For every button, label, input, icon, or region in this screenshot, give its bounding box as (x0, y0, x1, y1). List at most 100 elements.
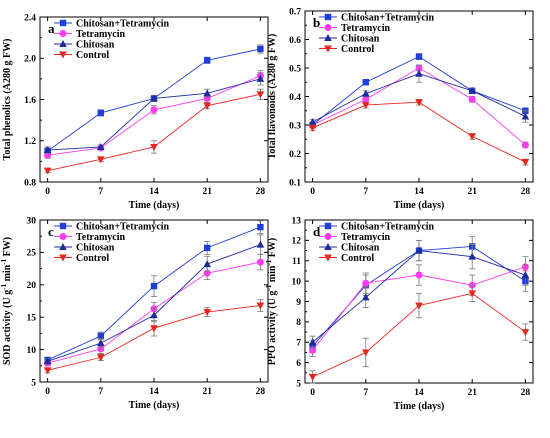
legend-label: Chitosan+Tetramycin (341, 222, 435, 233)
y-tick-label: 1.6 (24, 96, 36, 106)
y-tick-label: 20 (27, 281, 37, 291)
x-tick-label: 21 (467, 388, 477, 398)
y-tick-label: 0.2 (289, 150, 301, 160)
plot-frame (39, 219, 269, 383)
y-axis-title: PPO activity (U g-1 min-1 FW) (265, 238, 278, 366)
y-tick-label: 0.8 (24, 178, 36, 188)
panel-letter: d (313, 224, 321, 239)
legend-label: Tetramycin (341, 232, 391, 243)
legend-label: Control (76, 50, 109, 61)
data-point (362, 293, 370, 301)
legend-label: Tetramycin (341, 23, 391, 34)
data-point (362, 102, 370, 110)
y-tick-label: 0.3 (289, 121, 301, 131)
data-point (415, 302, 423, 310)
panel-letter: b (313, 15, 320, 30)
y-tick-label: 13 (292, 216, 302, 226)
y-tick-label: 11 (292, 257, 301, 267)
data-point (308, 373, 317, 381)
legend-marker (324, 254, 332, 262)
legend: Chitosan+TetramycinTetramycinChitosanCon… (319, 13, 435, 55)
series-chitosan (308, 64, 530, 126)
y-axis-title-part: FW) (267, 238, 278, 260)
x-tick-label: 28 (521, 187, 531, 197)
y-tick-label: 2.0 (24, 55, 36, 65)
data-point (362, 89, 370, 97)
x-tick-label: 28 (256, 187, 266, 197)
legend-marker (59, 19, 67, 27)
series-control (308, 98, 530, 167)
data-point (203, 269, 211, 277)
y-axis-title-superscript: -1 (0, 258, 8, 264)
legend-marker (324, 24, 332, 31)
y-tick-label: 6 (296, 359, 301, 369)
legend-marker (59, 51, 67, 59)
data-point (521, 159, 530, 167)
data-point (97, 156, 105, 164)
y-tick-label: 8 (296, 318, 301, 328)
y-tick-label: 9 (296, 298, 301, 308)
y-tick-label: 0.7 (289, 7, 301, 17)
y-axis-title-part: SOD activity (U g (2, 290, 13, 365)
data-point (43, 167, 52, 175)
data-point (362, 279, 370, 287)
legend-marker (324, 222, 332, 230)
data-point (150, 325, 158, 333)
data-point (150, 94, 158, 102)
data-point (468, 252, 476, 260)
x-axis-title: Time (days) (394, 200, 445, 211)
y-tick-label: 0.4 (289, 93, 301, 103)
x-tick-label: 7 (98, 187, 103, 197)
data-point (97, 142, 105, 150)
x-tick-label: 14 (149, 387, 159, 397)
legend: Chitosan+TetramycinTetramycinChitosanCon… (54, 222, 170, 264)
y-tick-label: 2.4 (24, 13, 36, 23)
legend-label: Control (76, 253, 109, 264)
data-point (150, 106, 158, 114)
data-point (521, 141, 529, 149)
y-tick-label: 1.2 (24, 137, 36, 147)
data-point (257, 45, 264, 53)
data-point (97, 345, 105, 353)
x-tick-label: 28 (521, 388, 531, 398)
y-axis-title-part: min (2, 264, 13, 284)
legend-label: Tetramycin (76, 232, 126, 243)
data-point (415, 53, 423, 60)
y-tick-label: 0.6 (289, 36, 301, 46)
data-point (256, 302, 265, 310)
legend-label: Chitosan (341, 243, 380, 254)
data-point (256, 74, 265, 82)
plot-frame (304, 10, 534, 183)
x-axis-title: Time (days) (129, 200, 180, 211)
data-point (256, 258, 264, 266)
x-axis-title: Time (days) (129, 400, 180, 411)
legend-marker (324, 13, 332, 21)
legend-marker (59, 40, 67, 47)
y-tick-label: 5 (296, 379, 301, 389)
legend-label: Control (341, 253, 374, 264)
y-axis-title-part: min (267, 265, 278, 285)
data-point (468, 133, 476, 141)
series-chitosan (308, 239, 530, 349)
legend-label: Chitosan (76, 243, 115, 254)
legend-marker (324, 233, 332, 240)
x-tick-label: 28 (256, 387, 266, 397)
y-tick-label: 7 (296, 339, 301, 349)
y-axis-title-part: FW) (2, 237, 13, 259)
legend-label: Control (341, 44, 374, 55)
panel-letter: c (48, 224, 54, 239)
data-point (415, 69, 423, 77)
legend-marker (59, 222, 67, 230)
legend-label: Tetramycin (76, 29, 126, 40)
data-point (468, 95, 476, 103)
data-point (97, 354, 105, 362)
data-point (362, 349, 370, 357)
data-point (521, 112, 530, 120)
data-point (43, 367, 52, 375)
legend-marker (324, 34, 332, 41)
series-control (43, 88, 265, 175)
x-tick-label: 0 (310, 187, 315, 197)
legend-label: Chitosan+Tetramycin (76, 19, 170, 30)
x-tick-label: 21 (202, 387, 212, 397)
